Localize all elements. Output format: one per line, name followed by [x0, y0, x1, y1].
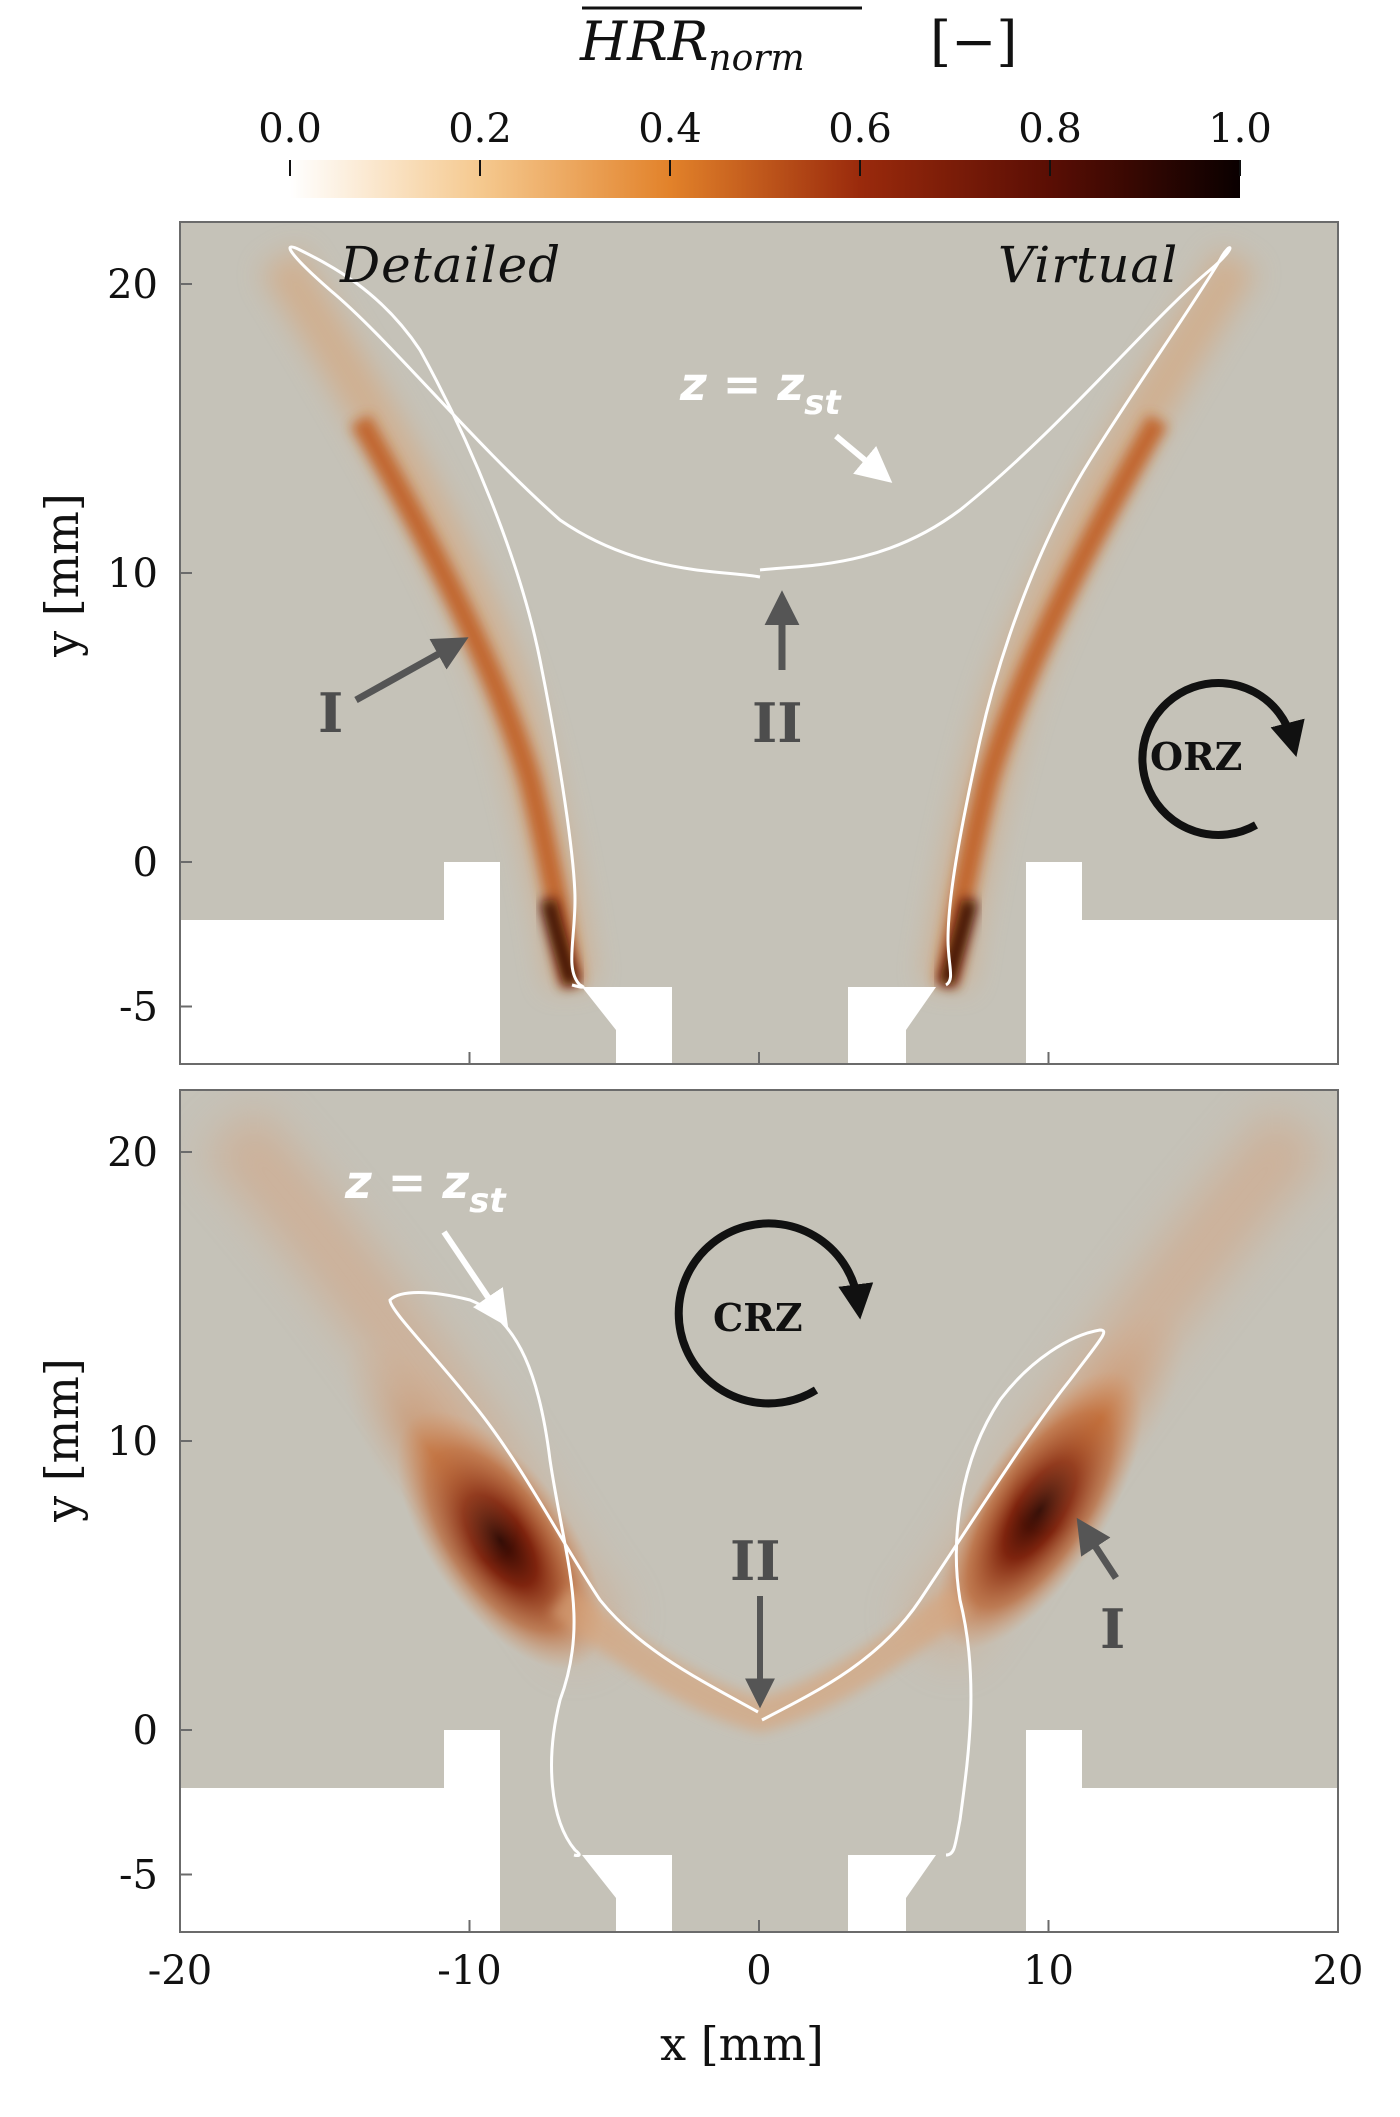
- panel-bottom-iso-arrow: [441, 1230, 509, 1327]
- panel-bottom-marker1: I: [1100, 1597, 1125, 1661]
- panel-bottom-y-ticks: 20 10 0 -5: [107, 1130, 192, 1899]
- panel-bottom-y-label: y [mm]: [35, 1358, 89, 1523]
- panel-top-zone-label: ORZ: [1150, 734, 1242, 779]
- panel-top: Detailed Virtual z = zst I II ORZ 20 10 0 -…: [35, 221, 1339, 1065]
- x-axis-ticks: -20 -10 0 10 20: [148, 1052, 1364, 1994]
- panel-bottom-iso-main: z = z: [344, 1155, 469, 1209]
- x-tick-label: 0: [746, 1948, 771, 1994]
- panel-top-right-label: Virtual: [998, 236, 1178, 294]
- panel-top-walls: [180, 862, 1338, 1064]
- panel-top-marker1-arrow: [354, 637, 469, 704]
- colorbar-tick-label: 0.2: [448, 106, 512, 152]
- panel-top-marker1: I: [318, 681, 343, 745]
- panel-top-left-label: Detailed: [339, 236, 561, 294]
- colorbar-tick-label: 0.0: [258, 106, 322, 152]
- y-tick-label: 20: [107, 1130, 158, 1176]
- panel-top-marker2: II: [752, 691, 803, 755]
- panel-bottom-zone-arrow: [674, 1219, 874, 1408]
- panel-top-isoline-right: [759, 246, 1232, 987]
- y-tick-label: -5: [119, 1853, 158, 1899]
- panel-top-y-ticks: 20 10 0 -5: [107, 262, 192, 1031]
- panel-top-y-label: y [mm]: [35, 493, 89, 658]
- colorbar-title-main: HRR: [579, 10, 708, 73]
- panel-top-isoline: [288, 245, 761, 989]
- colorbar-title-sub: norm: [708, 38, 804, 79]
- panel-bottom-isoline-right: [761, 1328, 1106, 1857]
- panel-top-flame-right: [924, 248, 1257, 989]
- panel-bottom-iso-sub: st: [469, 1181, 507, 1221]
- y-tick-label: 0: [133, 1708, 158, 1754]
- y-tick-label: 10: [107, 551, 158, 597]
- panel-bottom-marker2: II: [730, 1529, 781, 1593]
- x-axis-label: x [mm]: [660, 2017, 824, 2071]
- panel-bottom: z = zst CRZ II I 20 10 0 -5 y [mm]: [35, 1089, 1339, 1933]
- colorbar-unit: [−]: [930, 10, 1017, 73]
- panel-bottom-iso-label: z = zst: [344, 1155, 507, 1221]
- x-tick-label: -20: [148, 1948, 212, 1994]
- panel-bottom-zone-label: CRZ: [713, 1295, 803, 1340]
- panel-bottom-isoline: [388, 1291, 759, 1858]
- panel-bottom-marker1-arrow: [1076, 1517, 1119, 1580]
- y-tick-label: -5: [119, 985, 158, 1031]
- panel-top-zone-arrow: [1138, 678, 1305, 839]
- x-tick-label: -10: [437, 1948, 501, 1994]
- panel-top-iso-arrow: [834, 433, 893, 483]
- colorbar-tick-label: 0.8: [1018, 106, 1082, 152]
- colorbar-gradient: [290, 160, 1240, 198]
- colorbar: HRRnorm [−] 0.0 0.2 0.4 0.6 0.8 1.0: [258, 6, 1272, 198]
- colorbar-tick-label: 0.4: [638, 106, 702, 152]
- colorbar-tick-label: 1.0: [1208, 106, 1272, 152]
- panel-top-iso-sub: st: [804, 383, 842, 423]
- colorbar-tick-label: 0.6: [828, 106, 892, 152]
- colorbar-ticks: 0.0 0.2 0.4 0.6 0.8 1.0: [258, 106, 1272, 176]
- colorbar-title: HRRnorm: [579, 10, 805, 79]
- x-tick-label: 10: [1023, 1948, 1074, 1994]
- panel-top-iso-label: z = zst: [679, 357, 842, 423]
- panel-top-iso-main: z = z: [679, 357, 804, 411]
- y-tick-label: 20: [107, 262, 158, 308]
- y-tick-label: 0: [133, 840, 158, 886]
- panel-top-flame-left: [261, 248, 594, 989]
- x-tick-label: 20: [1313, 1948, 1364, 1994]
- y-tick-label: 10: [107, 1419, 158, 1465]
- panel-bottom-walls: [180, 1730, 1338, 1932]
